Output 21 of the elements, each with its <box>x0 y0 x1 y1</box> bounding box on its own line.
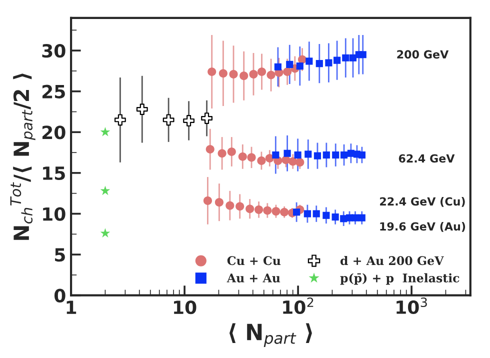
annotation: 62.4 GeV <box>398 154 455 163</box>
legend-label: p(p̄) + p Inelastic <box>340 273 460 285</box>
x-tick-label: 10$^{3}$ <box>396 298 427 314</box>
legend-label: Cu + Cu <box>227 256 281 266</box>
annotation: 22.4 GeV (Cu) <box>380 197 465 207</box>
y-tick-label: 0 <box>54 288 66 302</box>
y-tick-label: 10 <box>43 207 66 221</box>
annotation: 19.6 GeV (Au) <box>380 222 466 232</box>
y-tick-label: 15 <box>43 166 65 180</box>
x-axis-title: ⟨ N$_{part}$ ⟩ <box>230 323 312 347</box>
y-tick-label: 5 <box>55 248 65 262</box>
legend-label: d + Au 200 GeV <box>340 256 444 266</box>
x-tick-label: 10 <box>174 300 196 314</box>
x-tick-label: 1 <box>66 300 76 314</box>
y-tick-label: 30 <box>42 44 66 58</box>
y-axis-title: N$_{ch}$$^{Tot}$/⟨ N$_{part}$/2 ⟩ <box>10 74 36 240</box>
y-tick-label: 25 <box>42 84 65 98</box>
legend-label: Au + Au <box>226 274 280 282</box>
x-tick-label: 10$^{2}$ <box>283 298 314 314</box>
y-tick-label: 20 <box>42 126 66 140</box>
annotation: 200 GeV <box>397 50 449 59</box>
